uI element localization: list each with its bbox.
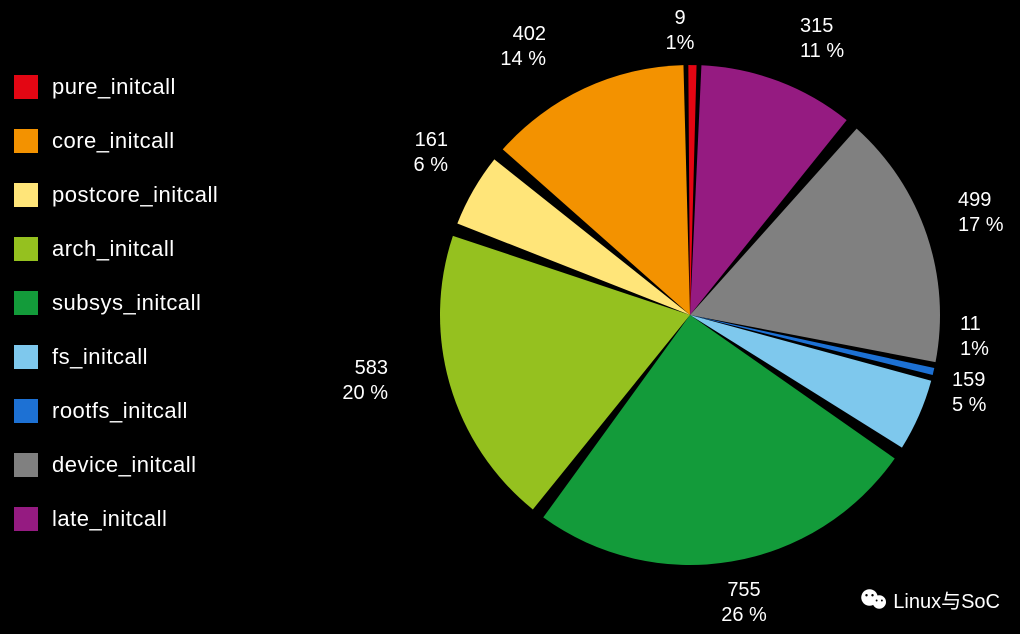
watermark-text: Linux与SoC (893, 585, 1000, 614)
slice-label-late_initcall: 31511 % (800, 14, 844, 64)
wechat-icon (859, 584, 889, 614)
slice-label-device_initcall: 49917 % (958, 188, 1004, 238)
slice-label-subsys_initcall: 75526 % (721, 578, 767, 628)
slice-label-fs_initcall: 1595 % (952, 368, 986, 418)
pie-chart (0, 0, 1020, 634)
slice-label-core_initcall: 40214 % (500, 22, 546, 72)
slice-label-rootfs_initcall: 111% (960, 312, 989, 362)
slice-label-pure_initcall: 91% (666, 6, 695, 56)
watermark: Linux与SoC (859, 584, 1000, 614)
slice-label-arch_initcall: 58320 % (342, 356, 388, 406)
slice-label-postcore_initcall: 1616 % (414, 128, 448, 178)
